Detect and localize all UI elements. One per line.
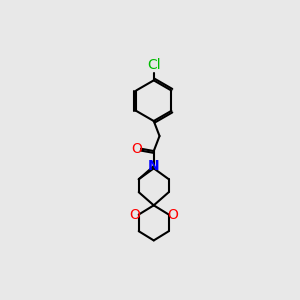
Text: O: O (167, 208, 178, 222)
Text: N: N (148, 159, 160, 173)
Text: Cl: Cl (147, 58, 160, 72)
Text: O: O (129, 208, 140, 222)
Text: O: O (131, 142, 142, 156)
